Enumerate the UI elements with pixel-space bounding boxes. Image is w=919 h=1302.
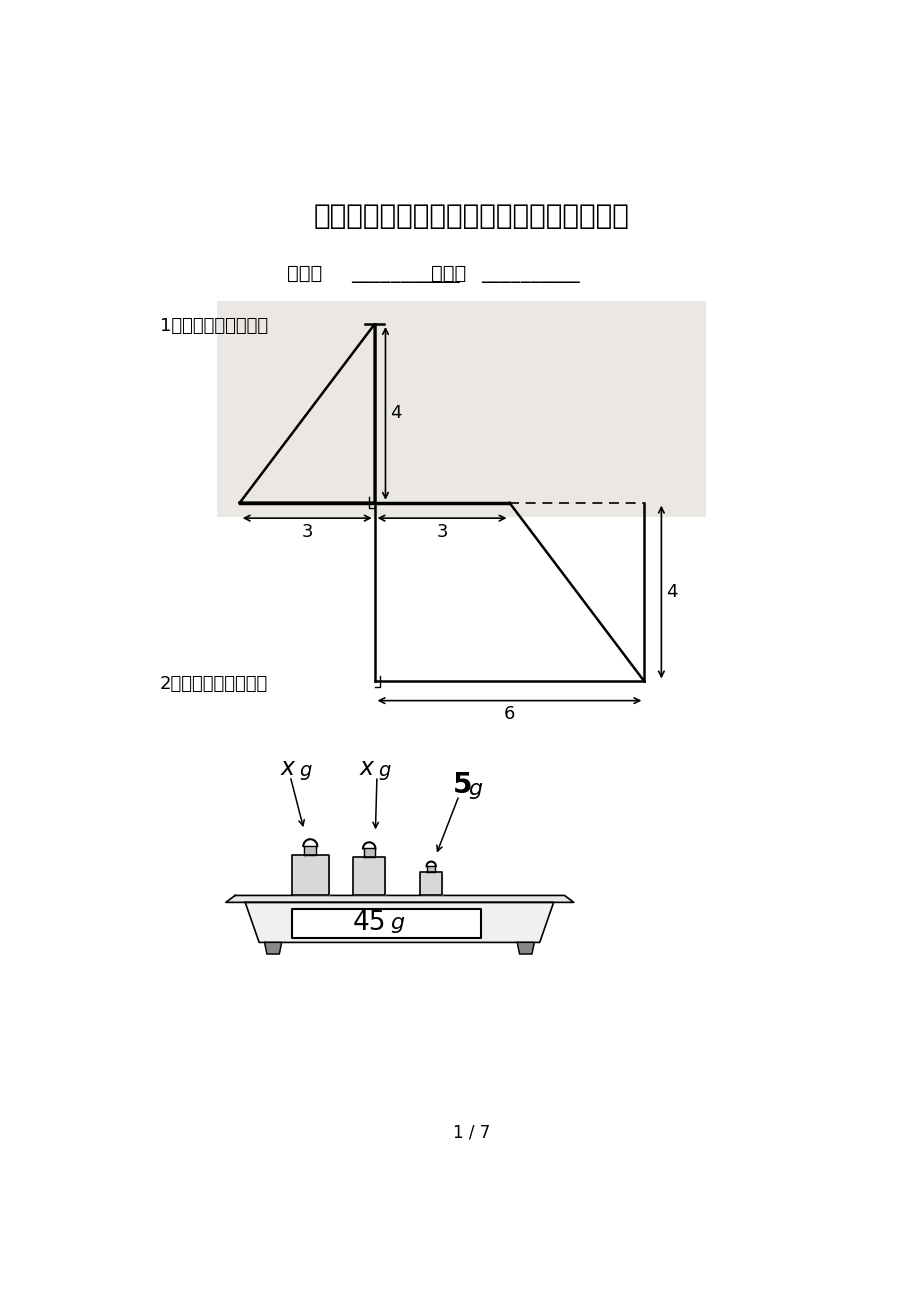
Text: $x$: $x$	[358, 756, 375, 780]
Text: 4: 4	[390, 405, 402, 422]
Text: 2．看图列方程计算。: 2．看图列方程计算。	[160, 674, 268, 693]
Text: 6: 6	[504, 706, 515, 723]
Polygon shape	[420, 872, 441, 896]
Text: 姓名：: 姓名：	[431, 264, 466, 283]
Polygon shape	[304, 846, 316, 855]
Text: g: g	[299, 760, 312, 780]
Polygon shape	[245, 902, 553, 943]
Polygon shape	[291, 855, 329, 896]
Text: $x$: $x$	[279, 756, 296, 780]
Text: g: g	[390, 913, 403, 934]
Polygon shape	[516, 943, 534, 954]
Text: 1．计算图形的面积。: 1．计算图形的面积。	[160, 316, 267, 335]
Text: __________: __________	[481, 264, 579, 283]
Text: g: g	[378, 760, 391, 780]
Text: 45: 45	[352, 910, 386, 936]
Polygon shape	[265, 943, 281, 954]
Text: 西师大五年级数学下册看图列方程专项调研: 西师大五年级数学下册看图列方程专项调研	[313, 202, 629, 230]
Bar	[216, 301, 706, 517]
Text: 3: 3	[301, 523, 312, 540]
Text: 4: 4	[665, 583, 676, 602]
Text: 班级：: 班级：	[287, 264, 322, 283]
Text: 3: 3	[436, 523, 448, 540]
Polygon shape	[426, 866, 435, 872]
Polygon shape	[353, 857, 385, 896]
Text: ___________: ___________	[351, 264, 460, 283]
Polygon shape	[363, 849, 374, 857]
Polygon shape	[225, 896, 573, 902]
Text: 1 / 7: 1 / 7	[452, 1124, 490, 1142]
Bar	[291, 909, 481, 937]
Text: 5: 5	[452, 771, 471, 799]
Text: g: g	[468, 779, 482, 799]
